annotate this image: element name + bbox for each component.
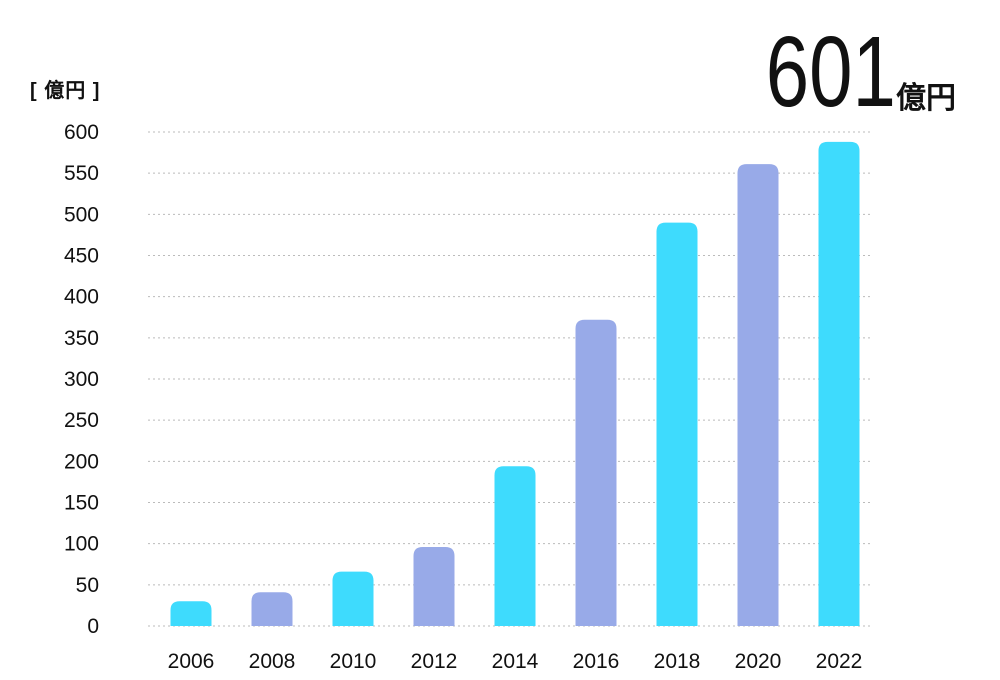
bar-2006 bbox=[170, 601, 212, 626]
y-tick-label: 350 bbox=[64, 327, 99, 350]
x-tick-label: 2012 bbox=[411, 650, 458, 673]
bar-2008 bbox=[251, 592, 293, 626]
x-tick-label: 2016 bbox=[573, 650, 620, 673]
bar-2016 bbox=[575, 319, 617, 626]
headline-unit: 億円 bbox=[896, 82, 956, 115]
y-axis-unit-label: [ 億円 ] bbox=[30, 80, 101, 102]
bar-2020 bbox=[737, 164, 779, 627]
y-tick-label: 150 bbox=[64, 492, 99, 515]
y-tick-label: 550 bbox=[64, 162, 99, 185]
y-tick-label: 250 bbox=[64, 409, 99, 432]
x-tick-label: 2014 bbox=[492, 650, 539, 673]
bar-2018 bbox=[656, 222, 698, 627]
y-tick-label: 0 bbox=[87, 615, 99, 638]
bar-2022 bbox=[818, 141, 860, 626]
y-tick-label: 600 bbox=[64, 121, 99, 144]
x-tick-label: 2010 bbox=[330, 650, 377, 673]
x-tick-label: 2020 bbox=[735, 650, 782, 673]
y-tick-label: 50 bbox=[76, 574, 99, 597]
x-tick-label: 2006 bbox=[168, 650, 215, 673]
x-axis-ticks: 2006 2008 2010 2012 2014 2016 2018 2020 2022 bbox=[168, 650, 863, 673]
y-tick-label: 500 bbox=[64, 203, 99, 226]
bar-2010 bbox=[332, 571, 374, 626]
headline-value: 601 bbox=[765, 16, 896, 128]
bar-2012 bbox=[413, 546, 455, 626]
y-tick-label: 300 bbox=[64, 368, 99, 391]
y-tick-label: 400 bbox=[64, 286, 99, 309]
bar-2014 bbox=[494, 466, 536, 626]
headline-total: 601 億円 bbox=[729, 22, 956, 122]
y-tick-label: 450 bbox=[64, 245, 99, 268]
x-tick-label: 2018 bbox=[654, 650, 701, 673]
y-tick-label: 100 bbox=[64, 533, 99, 556]
bars bbox=[170, 141, 860, 627]
x-tick-label: 2022 bbox=[816, 650, 863, 673]
y-axis-ticks: 0 50 100 150 200 250 300 350 400 450 500 550 600 bbox=[64, 121, 99, 638]
y-tick-label: 200 bbox=[64, 450, 99, 473]
x-tick-label: 2008 bbox=[249, 650, 296, 673]
